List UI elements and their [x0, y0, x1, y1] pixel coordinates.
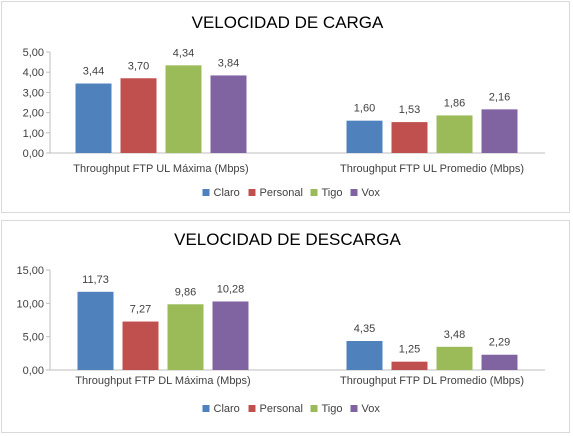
- legend-label-claro: Claro: [214, 403, 240, 415]
- legend-swatch-tigo: [310, 405, 318, 412]
- bar-claro-2: [346, 120, 383, 153]
- bar-personal-2: [391, 122, 428, 153]
- bar-personal-1: [120, 78, 157, 153]
- data-label: 3,48: [444, 329, 465, 341]
- legend-label-tigo: Tigo: [322, 187, 343, 199]
- bar-personal-2: [391, 361, 428, 370]
- data-label: 2,16: [489, 91, 510, 103]
- y-tick-label: 2,00: [23, 108, 44, 120]
- chart-velocidad-descarga: VELOCIDAD DE DESCARGA 0,00 5,00 10,00 15,00 1…: [1, 220, 570, 433]
- y-tick-label: 3,00: [23, 87, 44, 99]
- legend-swatch-tigo: [310, 189, 318, 196]
- bar-vox-1: [210, 75, 247, 153]
- data-label: 3,84: [218, 57, 239, 69]
- bar-tigo-1: [167, 304, 204, 370]
- y-tick-label: 1,00: [23, 128, 44, 140]
- data-label: 3,44: [83, 66, 104, 78]
- chart-descarga-svg: VELOCIDAD DE DESCARGA 0,00 5,00 10,00 15,00 1…: [16, 230, 545, 415]
- y-tick-label: 0,00: [23, 148, 44, 160]
- data-label: 1,25: [399, 344, 420, 356]
- data-label: 2,29: [489, 337, 510, 349]
- bar-vox-1: [212, 301, 249, 370]
- bar-claro-1: [77, 291, 114, 370]
- bar-claro-2: [346, 341, 383, 370]
- y-tick-label: 4,00: [23, 67, 44, 79]
- data-label: 3,70: [128, 60, 149, 72]
- legend-label-claro: Claro: [214, 187, 240, 199]
- data-label: 11,73: [82, 274, 109, 286]
- chart-title: VELOCIDAD DE DESCARGA: [174, 230, 401, 249]
- bar-vox-2: [481, 354, 518, 370]
- legend-swatch-claro: [202, 405, 210, 412]
- legend-swatch-claro: [202, 189, 210, 196]
- bar-vox-2: [481, 109, 518, 153]
- y-tick-label: 10,00: [16, 298, 44, 310]
- legend-label-personal: Personal: [260, 403, 303, 415]
- bar-tigo-2: [436, 115, 473, 153]
- category-label: Throughput FTP DL Máxima (Mbps): [75, 375, 250, 387]
- data-label: 7,27: [130, 304, 151, 316]
- data-label: 1,60: [354, 103, 375, 115]
- data-label: 4,34: [173, 47, 194, 59]
- bar-tigo-2: [436, 346, 473, 370]
- chart-title: VELOCIDAD DE CARGA: [192, 13, 384, 32]
- category-label: Throughput FTP UL Máxima (Mbps): [73, 163, 248, 175]
- legend-swatch-personal: [248, 405, 256, 412]
- chart-carga-svg: VELOCIDAD DE CARGA 0,00 1,00 2,00 3,00 4,00 5,…: [23, 13, 545, 199]
- data-label: 10,28: [217, 283, 245, 295]
- data-label: 4,35: [354, 323, 375, 335]
- chart-velocidad-carga: VELOCIDAD DE CARGA 0,00 1,00 2,00 3,00 4,00 5,…: [1, 1, 570, 213]
- legend-label-vox: Vox: [362, 187, 381, 199]
- legend-swatch-vox: [350, 405, 358, 412]
- y-tick-label: 0,00: [23, 365, 44, 377]
- data-label: 1,86: [444, 97, 465, 109]
- legend-label-tigo: Tigo: [322, 403, 343, 415]
- bar-tigo-1: [165, 65, 202, 153]
- category-label: Throughput FTP UL Promedio (Mbps): [340, 163, 524, 175]
- legend-label-personal: Personal: [260, 187, 303, 199]
- legend-swatch-vox: [350, 189, 358, 196]
- legend-label-vox: Vox: [362, 403, 381, 415]
- legend-swatch-personal: [248, 189, 256, 196]
- data-label: 9,86: [175, 286, 196, 298]
- y-tick-label: 5,00: [23, 332, 44, 344]
- y-tick-label: 15,00: [16, 265, 44, 277]
- data-label: 1,53: [399, 104, 420, 116]
- bar-claro-1: [75, 83, 112, 153]
- bar-personal-1: [122, 321, 159, 370]
- y-tick-label: 5,00: [23, 47, 44, 59]
- category-label: Throughput FTP DL Promedio (Mbps): [340, 375, 524, 387]
